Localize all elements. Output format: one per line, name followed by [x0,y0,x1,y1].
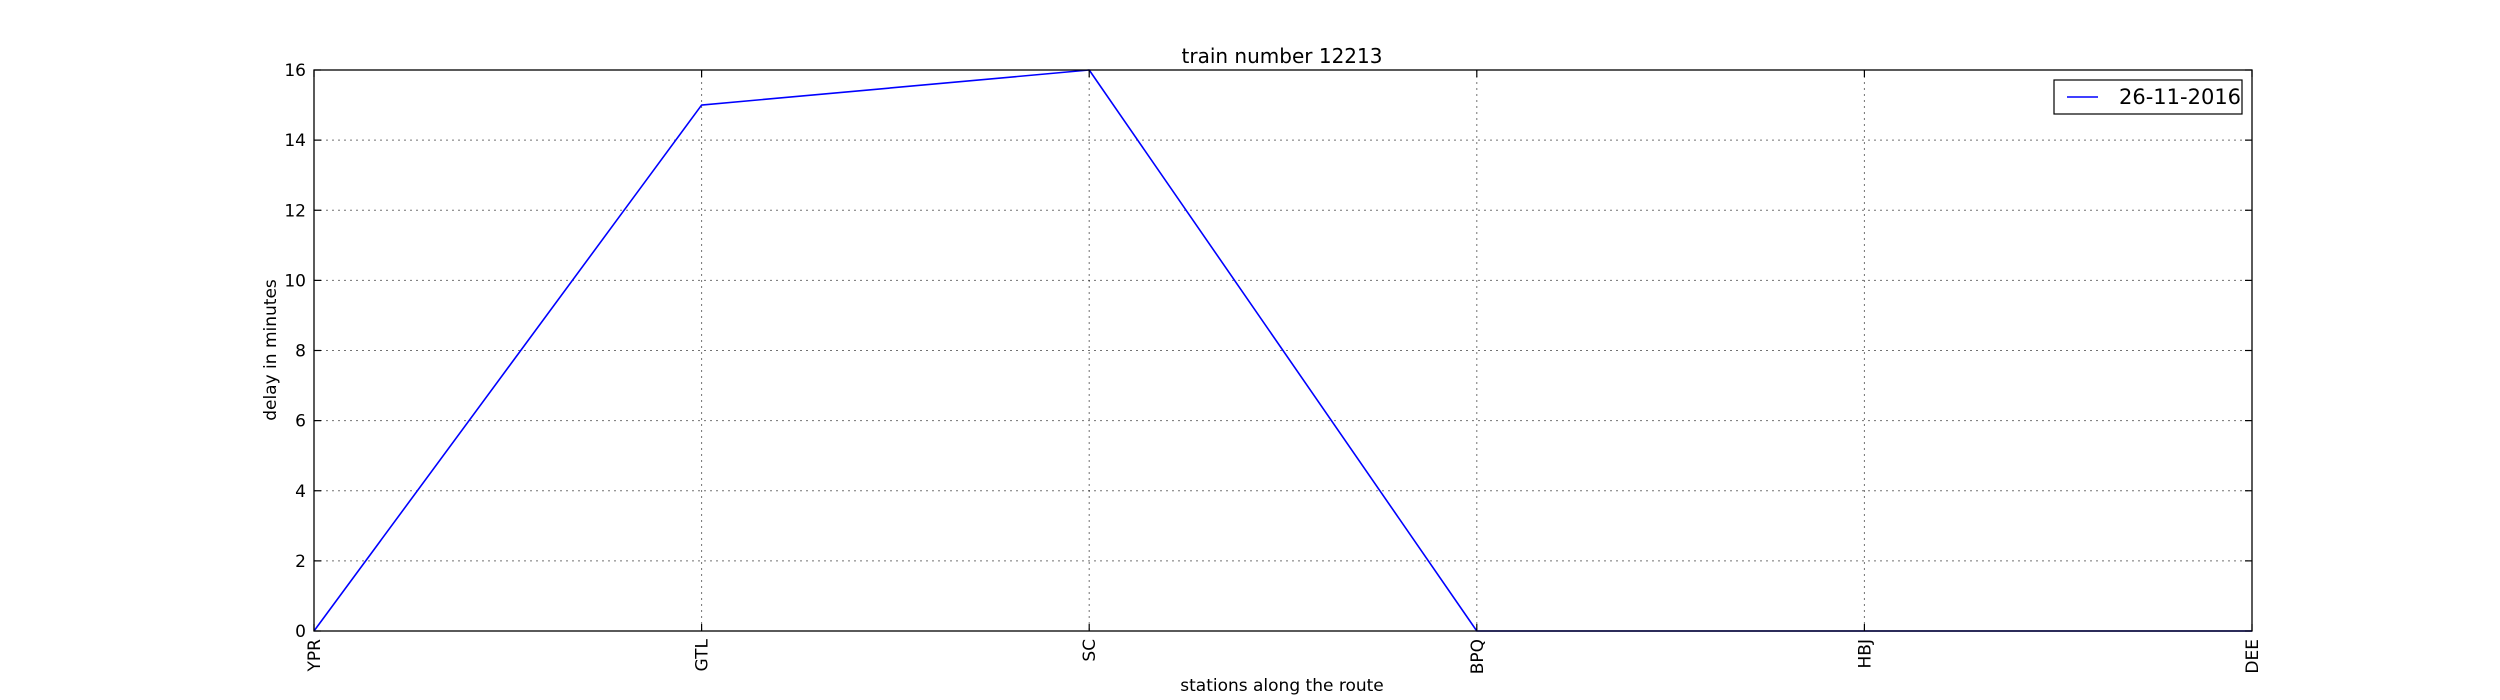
chart-title: train number 12213 [1182,44,1383,68]
axes [313,69,2253,632]
x-tick-label: BPQ [1468,639,1488,674]
y-axis-label: delay in minutes [261,279,281,421]
y-tick-label: 10 [284,271,306,291]
legend-entry: 26-11-2016 [2119,85,2241,109]
y-tick-label: 6 [295,412,306,432]
x-axis-label: stations along the route [1180,676,1384,696]
y-tick-label: 12 [284,201,306,221]
y-tick-label: 8 [295,342,306,362]
y-tick-label: 0 [295,622,306,642]
y-tick-label: 14 [284,131,306,151]
y-tick-label: 2 [295,552,306,572]
x-tick-label: HBJ [1855,639,1875,668]
x-tick-label: DEE [2243,639,2263,674]
grid [314,70,2252,631]
y-tick-label: 4 [295,482,306,502]
tick-labels: 0 2 4 6 8 10 12 14 16 YPR GTL SC BPQ HBJ DEE [284,61,2263,674]
x-tick-label: GTL [693,638,713,671]
x-tick-label: YPR [305,639,325,673]
x-tick-label: SC [1080,639,1100,662]
y-tick-label: 16 [284,61,306,81]
legend: 26-11-2016 [2053,79,2243,115]
